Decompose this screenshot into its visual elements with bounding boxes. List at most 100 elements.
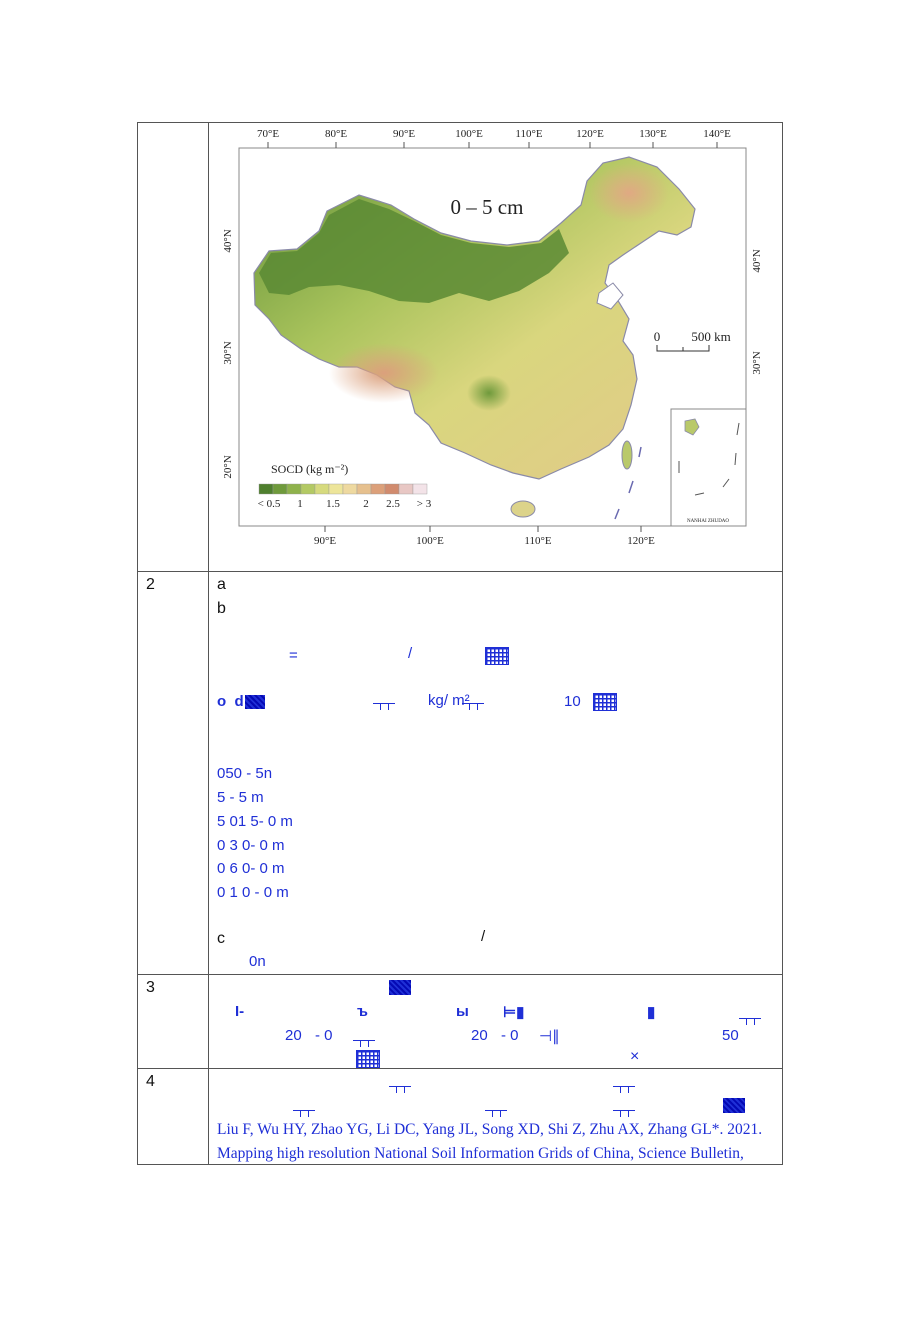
row2-number-cell: 2 (137, 571, 209, 975)
row3-glyph-3: ⊣∥ (539, 1028, 560, 1045)
legend-title: SOCD (kg m⁻²) (271, 462, 348, 476)
depth-line-1: 5 - 5 m (217, 789, 264, 806)
tibet-high-soc (329, 343, 439, 403)
citation-line-2: Mapping high resolution National Soil In… (217, 1145, 744, 1162)
row4-number-cell: 4 (137, 1068, 209, 1165)
row3-num-2: - 0 (315, 1027, 333, 1044)
lon-label-80: 80°E (325, 128, 347, 140)
legend-swatch (398, 483, 414, 495)
scale-distance-label: 500 km (691, 329, 730, 344)
garbled-tee-1 (373, 696, 395, 714)
northwest-low-soc-zone (259, 199, 569, 303)
lon-label-140: 140°E (703, 128, 731, 140)
row3-num-4: - 0 (501, 1027, 519, 1044)
legend-tick-2: 1.5 (326, 498, 340, 510)
citation-line-1: Liu F, Wu HY, Zhao YG, Li DC, Yang JL, S… (217, 1121, 763, 1138)
item-b: b (217, 600, 226, 617)
legend-tick-4: 2.5 (386, 498, 400, 510)
row3-x-mark: × (630, 1048, 640, 1065)
hainan-island (510, 500, 536, 518)
lon-label-130: 130°E (639, 128, 667, 140)
row3-text-3: ы (456, 1003, 469, 1020)
row1-number-cell (137, 122, 209, 572)
bottom-lon-label-90: 90°E (314, 535, 336, 547)
depth-line-3: 0 3 0- 0 m (217, 837, 285, 854)
sichuan-basin (467, 375, 511, 411)
garbled-tee-3 (739, 1011, 761, 1029)
legend-tick-1: 1 (297, 498, 303, 510)
lon-label-70: 70°E (257, 128, 279, 140)
item-a: a (217, 576, 226, 593)
unit-kg-m2: kg/ m² (428, 692, 470, 709)
item-c: c (217, 930, 225, 947)
row-number (138, 123, 208, 127)
bottom-lon-label-120: 120°E (627, 535, 655, 547)
map-cell: 70°E 80°E 90°E 100°E 110°E 120°E 130°E 1… (208, 122, 783, 572)
content-table: 70°E 80°E 90°E 100°E 110°E 120°E 130°E 1… (137, 122, 783, 1165)
garbled-hatch-2 (723, 1097, 745, 1115)
scale-bar (656, 345, 710, 352)
row3-fifty: 50 (722, 1027, 739, 1044)
lat-label-30-right: 30°N (751, 351, 763, 374)
depth-line-5: 0 1 0 - 0 m (217, 884, 289, 901)
row3-glyph-1: ⊨▮ (503, 1004, 525, 1021)
garbled-tee-8 (485, 1103, 507, 1121)
row3-text-2: ъ (357, 1003, 368, 1020)
legend-color-bar (258, 483, 428, 495)
row3-content-cell: I- ъ ы ⊨▮ ▮ 20 - 0 20 - 0 ⊣∥ 50 × (208, 974, 783, 1069)
row2-content-cell: a b = / o d kg/ m² 10 050 - 5n 5 - 5 m 5… (208, 571, 783, 975)
inset-coast (684, 418, 700, 436)
row3-num-1: 20 (285, 1027, 302, 1044)
coast-dashes (614, 446, 642, 520)
legend-swatch (286, 483, 302, 495)
legend-swatch (384, 483, 400, 495)
legend-tick-3: 2 (363, 498, 369, 510)
legend-tick-0: < 0.5 (258, 498, 281, 510)
legend-swatch (328, 483, 344, 495)
lon-label-110: 110°E (515, 128, 542, 140)
garbled-tee-4 (353, 1033, 375, 1051)
lon-label-90: 90°E (393, 128, 415, 140)
lat-label-20-left: 20°N (222, 455, 234, 478)
c-tail-text: 0n (249, 953, 266, 970)
lat-label-40-left: 40°N (222, 229, 234, 252)
legend-swatch (272, 483, 288, 495)
nanhai-inset (670, 408, 747, 527)
lon-label-120: 120°E (576, 128, 604, 140)
inset-dash-line (678, 422, 740, 496)
row3-text-1: I- (235, 1003, 245, 1020)
taiwan-island (621, 440, 633, 470)
row-number: 2 (146, 576, 155, 593)
garbled-tee-9 (613, 1103, 635, 1121)
legend-swatch (258, 483, 274, 495)
bottom-lon-label-110: 110°E (524, 535, 551, 547)
top-ticks (267, 142, 718, 532)
garbled-glyph-block-2 (593, 693, 617, 711)
garbled-text-o: o d (217, 693, 265, 710)
garbled-glyph-block (485, 647, 509, 665)
legend-swatch (370, 483, 386, 495)
scale-zero-label: 0 (654, 329, 661, 344)
legend-swatch (300, 483, 316, 495)
garbled-tee-5 (389, 1079, 411, 1097)
slash-mark: / (408, 645, 413, 662)
row-number: 4 (146, 1073, 155, 1090)
legend-swatch (342, 483, 358, 495)
depth-line-4: 0 6 0- 0 m (217, 860, 285, 877)
depth-line-0: 050 - 5n (217, 765, 273, 782)
legend-swatch (314, 483, 330, 495)
bottom-lon-label-100: 100°E (416, 535, 444, 547)
bohai-sea (596, 282, 624, 310)
row3-num-3: 20 (471, 1027, 488, 1044)
row4-content-cell: Liu F, Wu HY, Zhao YG, Li DC, Yang JL, S… (208, 1068, 783, 1165)
inset-label: NANHAI ZHUDAO (687, 519, 729, 524)
legend-tick-5: > 3 (417, 498, 432, 510)
row3-number-cell: 3 (137, 974, 209, 1069)
northeast-high-soc (589, 163, 669, 223)
row-number: 3 (146, 979, 155, 996)
lat-label-40-right: 40°N (751, 249, 763, 272)
legend-swatch (356, 483, 372, 495)
equals-sign: = (289, 647, 298, 664)
depth-title: 0 – 5 cm (451, 195, 524, 219)
lat-label-30-left: 30°N (222, 341, 234, 364)
